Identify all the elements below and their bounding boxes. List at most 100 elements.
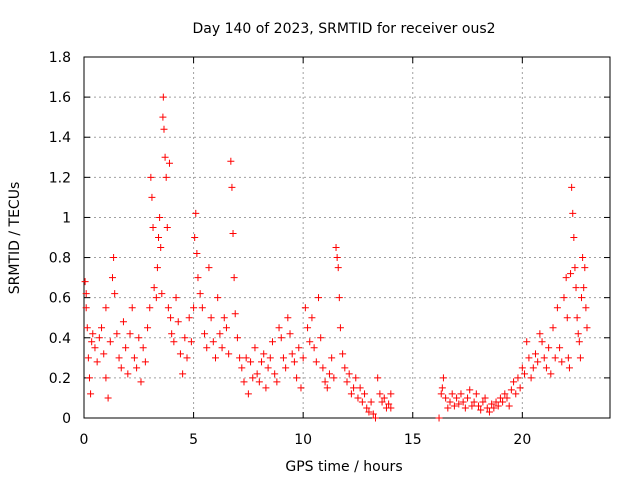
tick-marks — [83, 56, 610, 419]
data-point — [352, 374, 360, 382]
data-point — [490, 404, 498, 412]
data-point — [214, 294, 222, 302]
y-tick-label: 1.8 — [49, 50, 71, 66]
data-point — [538, 338, 546, 346]
data-point — [479, 398, 487, 406]
data-point — [249, 374, 257, 382]
data-point — [583, 324, 591, 332]
data-point — [503, 394, 511, 402]
data-point — [102, 374, 110, 382]
data-point — [192, 209, 200, 217]
data-point — [336, 324, 344, 332]
data-point — [345, 370, 353, 378]
data-point — [310, 344, 318, 352]
data-point — [203, 344, 211, 352]
data-point — [315, 294, 323, 302]
data-point — [531, 350, 539, 358]
data-point — [567, 270, 575, 278]
data-point — [218, 344, 226, 352]
data-point — [455, 400, 463, 408]
data-point — [183, 354, 191, 362]
data-point — [492, 398, 500, 406]
data-point — [279, 354, 287, 362]
x-tick-label: 10 — [294, 432, 312, 448]
data-point — [510, 378, 518, 386]
data-point — [258, 358, 266, 366]
data-point — [185, 314, 193, 322]
data-point — [229, 229, 237, 237]
data-point — [271, 370, 279, 378]
data-point — [439, 374, 447, 382]
data-point — [290, 358, 298, 366]
data-point — [301, 304, 309, 312]
data-point — [464, 394, 472, 402]
data-point — [198, 304, 206, 312]
data-point — [505, 402, 513, 410]
data-point — [163, 223, 171, 231]
data-point — [170, 338, 178, 346]
data-point — [167, 314, 175, 322]
data-point — [102, 304, 110, 312]
data-point — [569, 209, 577, 217]
data-point — [98, 324, 106, 332]
data-point — [356, 384, 364, 392]
data-point — [164, 304, 172, 312]
data-point — [82, 304, 90, 312]
data-point — [536, 330, 544, 338]
data-point — [115, 354, 123, 362]
data-point — [459, 398, 467, 406]
data-point — [236, 354, 244, 362]
data-point — [334, 264, 342, 272]
chart-title: Day 140 of 2023, SRMTID for receiver ous… — [192, 21, 495, 37]
data-point — [306, 338, 314, 346]
y-tick-label: 0.2 — [49, 371, 71, 387]
data-point — [319, 364, 327, 372]
data-point — [233, 334, 241, 342]
data-point — [162, 173, 170, 181]
data-point — [155, 234, 163, 241]
data-point — [335, 294, 343, 302]
data-point — [108, 274, 116, 282]
y-tick-label: 1 — [62, 210, 71, 226]
data-point — [88, 338, 96, 346]
data-point — [113, 330, 121, 338]
data-point — [222, 324, 230, 332]
data-point — [297, 384, 305, 392]
data-point — [512, 390, 520, 398]
data-point — [448, 390, 456, 398]
data-point — [369, 410, 377, 418]
data-point — [367, 398, 375, 406]
data-point — [472, 390, 480, 398]
data-point — [83, 324, 91, 332]
data-point — [521, 370, 529, 378]
data-point — [361, 390, 369, 398]
data-point — [253, 370, 261, 378]
data-point — [228, 183, 236, 191]
data-point — [95, 334, 103, 342]
data-point — [572, 284, 580, 292]
data-point — [573, 314, 581, 322]
data-point — [499, 398, 507, 406]
data-point — [551, 354, 559, 362]
data-point — [350, 384, 358, 392]
plot-frame — [83, 56, 611, 419]
data-point — [385, 400, 393, 408]
data-point — [496, 394, 504, 402]
data-point — [534, 358, 542, 366]
data-point — [168, 330, 176, 338]
data-point — [295, 344, 303, 352]
data-point — [205, 264, 213, 272]
data-point — [201, 330, 209, 338]
data-point — [244, 390, 252, 398]
data-point — [133, 364, 141, 372]
data-point — [332, 244, 340, 252]
data-point — [240, 378, 248, 386]
data-point — [339, 350, 347, 358]
data-point — [135, 334, 143, 342]
x-tick-label: 15 — [404, 432, 422, 448]
data-point — [227, 157, 235, 165]
data-point — [137, 378, 145, 386]
x-axis-label: GPS time / hours — [285, 459, 402, 475]
data-point — [194, 274, 202, 282]
